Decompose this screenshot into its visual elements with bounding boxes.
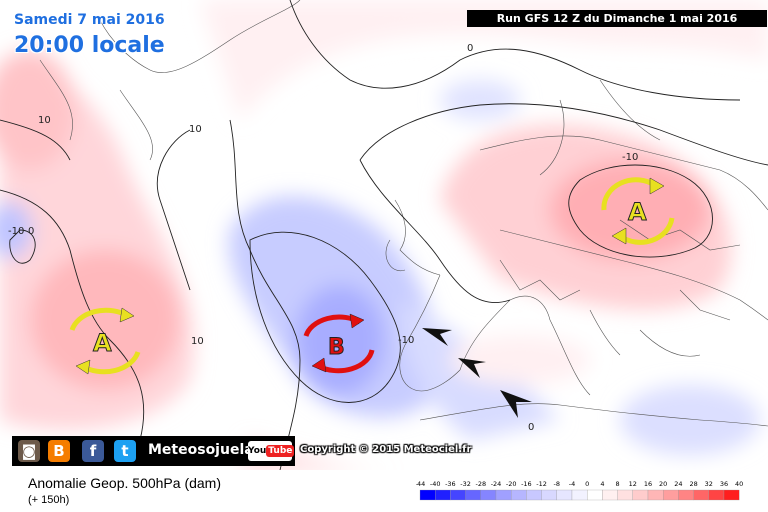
legend-tick-label: 24 [674,480,682,488]
twitter-icon[interactable]: t [114,440,136,462]
legend-swatch [617,489,633,501]
brand-name[interactable]: Meteosojuela [148,442,254,458]
facebook-icon[interactable]: f [82,440,104,462]
isoline-label: 10 [189,124,202,135]
legend-tick-label: 16 [644,480,652,488]
legend-swatch [663,489,679,501]
legend-swatch [419,489,436,501]
legend-swatch [632,489,649,501]
legend-tick-label: -20 [506,480,517,488]
legend-tick-label: 12 [629,480,637,488]
high-pressure-label: A [628,198,647,226]
legend-swatch [708,489,725,501]
legend-tick-label: -16 [521,480,532,488]
wind-arrows [422,328,532,418]
arrow-icon [422,328,452,346]
legend-swatch [511,489,527,501]
legend-tick-label: 36 [720,480,728,488]
isoline-label: 10 [191,336,204,347]
legend-tick-label: -32 [460,480,471,488]
high-pressure-east: A [601,177,675,245]
low-pressure-center: B [303,313,375,374]
instagram-icon[interactable]: ◙ [18,440,40,462]
legend-tick-label: 28 [689,480,697,488]
low-pressure-label: B [328,335,345,360]
copyright: Copyright © 2015 Meteociel.fr [300,444,472,455]
legend-tick-label: 32 [705,480,713,488]
legend-swatch [465,489,481,501]
legend-tick-label: -24 [491,480,502,488]
legend-swatch [556,489,573,501]
legend-tick-label: 8 [616,480,620,488]
isoline-label: -10 [622,152,638,163]
isoline-label: 0 [467,43,473,54]
isoline-label: 0 [28,226,34,237]
rotation-arrow-icon [69,307,130,331]
legend-swatch [693,489,709,501]
legend-swatch [541,489,557,501]
legend-tick-label: -8 [554,480,560,488]
isoline-label: 10 [38,115,51,126]
arrow-icon [500,390,532,418]
legend-tick-label: 4 [600,480,604,488]
anomaly-map: 0 10 10 -10 0 10 -10 -10 0 A B [0,0,768,470]
legend-swatch [480,489,497,501]
legend-swatch [678,489,694,501]
legend-swatch [602,489,618,501]
isoline-label: 0 [528,422,534,433]
arrow-icon [458,358,486,378]
isoline-labels: 0 10 10 -10 0 10 -10 -10 0 [8,43,638,433]
rotation-arrow-icon [618,217,675,245]
forecast-date: Samedi 7 mai 2016 [14,12,165,28]
legend-swatch [435,489,451,501]
legend-swatch [450,489,466,501]
legend-swatch [495,489,512,501]
high-pressure-label: A [93,329,112,357]
legend-tick-label: 40 [735,480,743,488]
legend-tick-label: -36 [445,480,456,488]
legend-swatch [723,489,740,501]
legend-swatch [526,489,542,501]
high-pressure-west: A [69,307,141,375]
forecast-time: 20:00 locale [14,33,165,58]
legend-tick-label: -12 [536,480,547,488]
legend-swatch [647,489,664,501]
legend-tick-label: 20 [659,480,667,488]
isoline-label: -10 [8,226,24,237]
legend-tick-label: 0 [585,480,589,488]
rotation-arrow-icon [80,351,141,375]
legend-swatch [571,489,588,501]
legend-tick-label: -4 [569,480,575,488]
legend-swatch [587,489,603,501]
model-run-label: Run GFS 12 Z du Dimanche 1 mai 2016 [467,10,767,27]
social-bar: ◙ B f t Meteosojuela You Tube [12,436,295,466]
isoline-label: -10 [398,335,414,346]
legend-tick-label: -44 [416,480,425,488]
forecast-lead-time: (+ 150h) [28,494,70,506]
blogger-icon[interactable]: B [48,440,70,462]
color-legend: -44-40-36-32-28-24-20-16-12-8-4048121620… [416,480,743,501]
legend-tick-label: -28 [475,480,486,488]
youtube-icon[interactable]: You Tube [248,441,295,461]
rotation-arrow-icon [601,177,658,211]
isolines [0,0,768,470]
map-title: Anomalie Geop. 500hPa (dam) [28,475,221,491]
anomaly-fields [0,0,768,470]
legend-tick-label: -40 [430,480,441,488]
coastlines [39,0,768,427]
